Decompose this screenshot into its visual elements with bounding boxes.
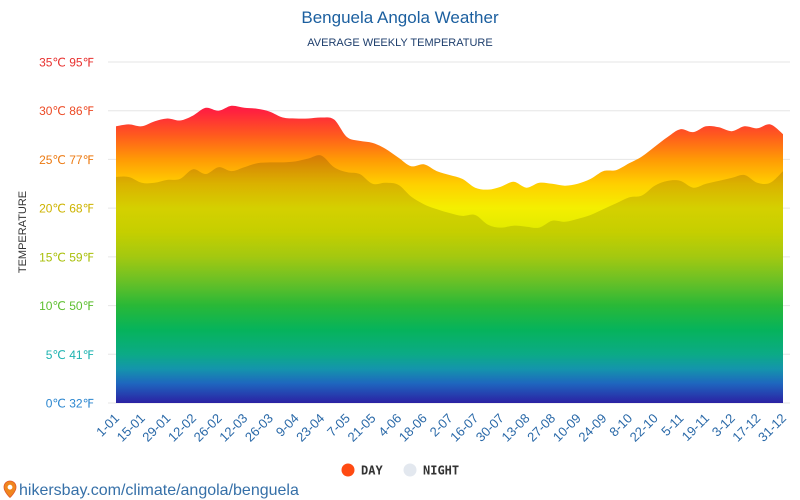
legend: DAY NIGHT xyxy=(341,463,460,478)
chart-title: Benguela Angola Weather xyxy=(301,8,499,27)
x-tick-label: 12-02 xyxy=(165,411,199,445)
x-tick-label: 30-07 xyxy=(473,411,507,445)
x-tick-label: 23-04 xyxy=(293,411,327,445)
x-tick-label: 22-10 xyxy=(627,411,661,445)
y-tick-label: 10℃ 50℉ xyxy=(39,299,94,313)
x-tick-label: 27-08 xyxy=(524,411,558,445)
x-tick-label: 21-05 xyxy=(345,411,379,445)
legend-label-night: NIGHT xyxy=(423,464,459,478)
x-tick-label: 29-01 xyxy=(139,411,173,445)
x-tick-label: 16-07 xyxy=(447,411,481,445)
x-tick-label: 31-12 xyxy=(755,411,789,445)
y-axis-labels: 0℃ 32℉ 5℃ 41℉ 10℃ 50℉ 15℃ 59℉ 20℃ 68℉ 25℃ 77℉… xyxy=(39,56,94,411)
x-axis-labels: 1-0115-0129-0112-0226-0212-0326-039-0423… xyxy=(93,411,789,445)
x-tick-label: 19-11 xyxy=(679,411,712,444)
x-tick-label: 18-06 xyxy=(396,411,430,445)
legend-item-day[interactable]: DAY xyxy=(341,463,384,478)
legend-label-day: DAY xyxy=(361,464,383,478)
footer: hikersbay.com/climate/angola/benguela xyxy=(3,480,299,499)
chart-subtitle: AVERAGE WEEKLY TEMPERATURE xyxy=(307,37,492,49)
x-tick-label: 15-01 xyxy=(114,411,148,445)
y-tick-label: 25℃ 77℉ xyxy=(39,153,94,167)
location-pin-icon xyxy=(3,480,17,499)
y-tick-label: 35℃ 95℉ xyxy=(39,56,94,70)
legend-dot-day xyxy=(341,463,355,477)
footer-url: hikersbay.com/climate/angola/benguela xyxy=(19,482,299,499)
x-tick-label: 17-12 xyxy=(729,411,763,445)
legend-dot-night xyxy=(403,463,417,477)
x-tick-label: 13-08 xyxy=(499,411,533,445)
y-tick-label: 30℃ 86℉ xyxy=(39,104,94,118)
night-area-shade xyxy=(116,155,783,403)
legend-item-night[interactable]: NIGHT xyxy=(403,463,460,478)
y-tick-label: 5℃ 41℉ xyxy=(46,348,94,362)
x-tick-label: 12-03 xyxy=(216,411,250,445)
x-tick-label: 10-09 xyxy=(550,411,584,445)
x-tick-label: 24-09 xyxy=(575,411,609,445)
y-axis-title: TEMPERATURE xyxy=(17,191,29,273)
y-tick-label: 20℃ 68℉ xyxy=(39,202,94,216)
y-tick-label: 15℃ 59℉ xyxy=(39,250,94,264)
x-tick-label: 26-02 xyxy=(191,411,225,445)
y-tick-label: 0℃ 32℉ xyxy=(46,397,94,411)
x-tick-label: 26-03 xyxy=(242,411,276,445)
